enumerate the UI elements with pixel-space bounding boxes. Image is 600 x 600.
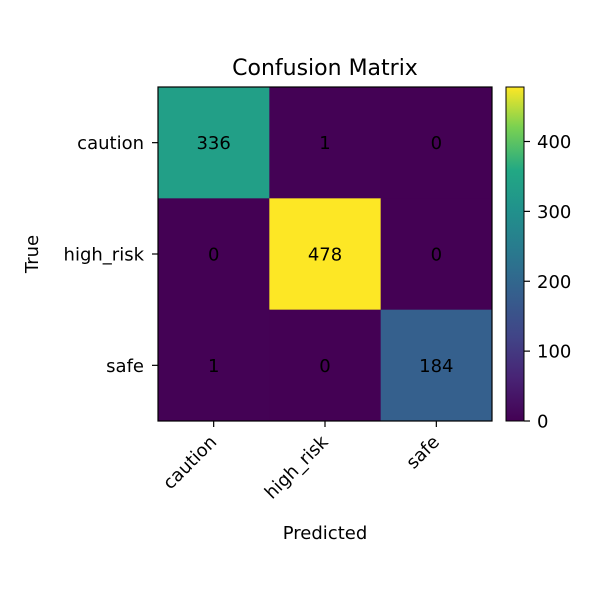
colorbar-tick-label-300: 300 [537,202,571,223]
heatmap-cell-safe-safe [380,309,493,422]
heatmap-values: 336 1 0 0 478 0 1 0 184 [196,133,453,377]
cell-value-caution-high_risk: 1 [319,133,330,154]
cell-value-safe-high_risk: 0 [319,356,330,377]
colorbar-tick-label-100: 100 [537,342,571,363]
heatmap-cell-caution-caution [158,87,270,199]
cell-value-safe-caution: 1 [208,356,219,377]
cell-value-high_risk-safe: 0 [431,245,442,266]
cell-value-safe-safe: 184 [419,356,453,377]
cell-value-high_risk-caution: 0 [208,245,219,266]
colorbar-ticks: 0 100 200 300 400 [524,132,571,433]
x-axis-label: Predicted [283,523,368,544]
heatmap-cell-high_risk-high_risk [269,198,382,311]
y-axis-label: True [22,235,43,274]
colorbar-tick-label-200: 200 [537,272,571,293]
heatmap-cells [158,87,493,422]
chart-title: Confusion Matrix [232,56,418,81]
cell-value-high_risk-high_risk: 478 [308,245,342,266]
y-tick-label-high_risk: high_risk [64,245,145,266]
heatmap-cell-high_risk-safe [380,198,493,311]
cell-value-caution-safe: 0 [431,133,442,154]
x-tick-label-caution: caution [159,432,221,494]
heatmap-cell-safe-high_risk [269,309,382,422]
x-axis-ticks: caution high_risk safe [159,421,444,503]
x-tick-label-high_risk: high_risk [261,431,333,503]
x-tick-label-safe: safe [402,432,444,474]
colorbar-tick-label-400: 400 [537,132,571,153]
heatmap-cell-caution-safe [380,87,493,199]
colorbar [505,86,525,422]
heatmap-cell-high_risk-caution [158,198,270,311]
colorbar-tick-label-0: 0 [537,412,548,433]
y-tick-label-caution: caution [77,133,144,154]
heatmap-cell-caution-high_risk [269,87,382,199]
cell-value-caution-caution: 336 [196,133,230,154]
y-tick-label-safe: safe [106,356,144,377]
heatmap-cell-safe-caution [158,309,270,422]
